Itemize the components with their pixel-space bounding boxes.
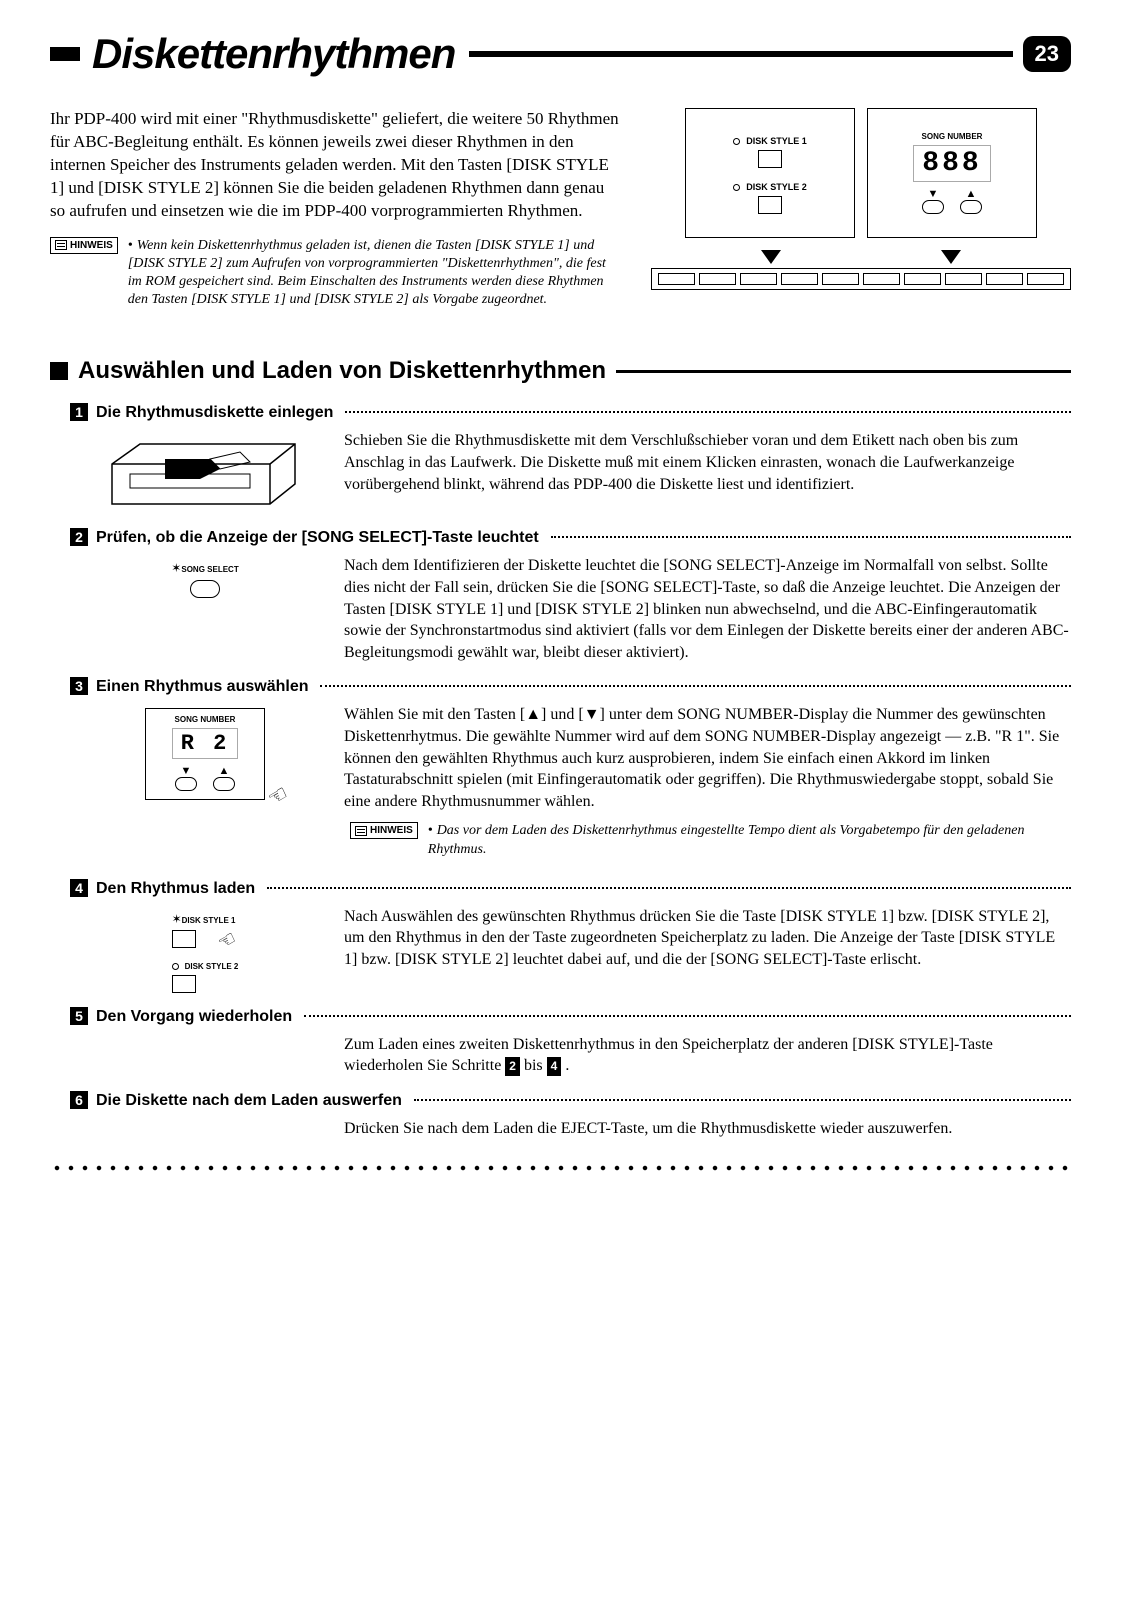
step-2-text: Nach dem Identifizieren der Diskette leu… (344, 555, 1071, 663)
step-number: 6 (70, 1091, 88, 1109)
footer-dots-rule (50, 1164, 1071, 1172)
title-bullet-icon (50, 47, 80, 61)
step-1-header: 1 Die Rhythmusdiskette einlegen (70, 403, 1071, 422)
leader-dots (267, 887, 1071, 889)
down-button-icon (922, 200, 944, 214)
note-badge: HINWEIS (350, 822, 418, 839)
note-badge: HINWEIS (50, 237, 118, 254)
leader-dots (320, 685, 1071, 687)
step-number: 5 (70, 1007, 88, 1025)
down-button-icon (175, 777, 197, 791)
step-number: 3 (70, 677, 88, 695)
step-4-text: Nach Auswählen des gewünschten Rhythmus … (344, 906, 1071, 971)
step-number: 1 (70, 403, 88, 421)
step-3-header: 3 Einen Rhythmus auswählen (70, 677, 1071, 696)
leader-dots (414, 1099, 1071, 1101)
page-title: Diskettenrhythmen (92, 30, 455, 78)
disk-style-2-label: DISK STYLE 2 (746, 182, 807, 192)
down-triangle-icon: ▼ (181, 765, 192, 777)
step-1-text: Schieben Sie die Rhythmusdiskette mit de… (344, 430, 1071, 495)
led-icon (733, 184, 740, 191)
step-3-note-text: •Das vor dem Laden des Diskettenrhythmus… (428, 822, 1071, 858)
up-button-icon (213, 777, 235, 791)
section-rule (616, 370, 1071, 373)
step-6-header: 6 Die Diskette nach dem Laden auswerfen (70, 1091, 1071, 1110)
callout-arrow-icon (941, 250, 961, 264)
song-number-panel-icon: SONG NUMBER R 2 ▼ ▲ ☜ (145, 708, 265, 800)
section-title: Auswählen und Laden von Diskettenrhythme… (78, 357, 606, 385)
step-title: Die Diskette nach dem Laden auswerfen (96, 1092, 402, 1110)
step-title: Prüfen, ob die Anzeige der [SONG SELECT]… (96, 529, 539, 547)
section-bullet-icon (50, 362, 68, 380)
song-select-button-icon: ✶SONG SELECT (171, 559, 238, 598)
disk-drive-icon (110, 434, 300, 514)
step-3-note: HINWEIS •Das vor dem Laden des Disketten… (350, 822, 1071, 858)
step-title: Den Rhythmus laden (96, 880, 255, 898)
song-number-panel: SONG NUMBER 888 ▼ ▲ (867, 108, 1037, 238)
disk-style-2-button-icon (758, 196, 782, 214)
disk-style-1-button-icon (758, 150, 782, 168)
step-number: 2 (70, 528, 88, 546)
step-title: Die Rhythmusdiskette einlegen (96, 404, 333, 422)
page-header: Diskettenrhythmen 23 (50, 30, 1071, 78)
intro-note-text: •Wenn kein Diskettenrhythmus geladen ist… (128, 237, 621, 310)
keyboard-strip-icon (651, 268, 1071, 290)
page-number-badge: 23 (1023, 36, 1071, 72)
leader-dots (551, 536, 1071, 538)
leader-dots (345, 411, 1071, 413)
step-3-text: Wählen Sie mit den Tasten [▲] und [▼] un… (344, 704, 1071, 812)
note-icon (355, 826, 367, 836)
step-title: Den Vorgang wiederholen (96, 1008, 292, 1026)
leader-dots (304, 1015, 1071, 1017)
step-5-header: 5 Den Vorgang wiederholen (70, 1007, 1071, 1026)
display-value: R 2 (172, 728, 239, 759)
device-panel-diagram: DISK STYLE 1 DISK STYLE 2 SONG NUMBER 88… (651, 108, 1071, 290)
title-rule (469, 51, 1012, 57)
up-triangle-icon: ▲ (219, 765, 230, 777)
song-number-display: 888 (913, 145, 990, 182)
note-label: HINWEIS (70, 240, 113, 251)
disk-style-panel: DISK STYLE 1 DISK STYLE 2 (685, 108, 855, 238)
disk-style-buttons-icon: ✶DISK STYLE 1 DISK STYLE 2 ☜ (172, 910, 239, 993)
note-icon (55, 240, 67, 250)
step-4-header: 4 Den Rhythmus laden (70, 879, 1071, 898)
up-triangle-icon: ▲ (966, 188, 977, 200)
callout-arrow-icon (761, 250, 781, 264)
step-2-header: 2 Prüfen, ob die Anzeige der [SONG SELEC… (70, 528, 1071, 547)
disk-style-1-label: DISK STYLE 1 (746, 136, 807, 146)
step-5-text: Zum Laden eines zweiten Diskettenrhythmu… (344, 1034, 1071, 1077)
intro-text: Ihr PDP-400 wird mit einer "Rhythmusdisk… (50, 108, 621, 223)
step-number: 4 (70, 879, 88, 897)
intro-note: HINWEIS •Wenn kein Diskettenrhythmus gel… (50, 237, 621, 310)
song-number-label: SONG NUMBER (922, 132, 983, 141)
pointing-hand-icon: ☜ (263, 780, 293, 812)
section-header: Auswählen und Laden von Diskettenrhythme… (50, 357, 1071, 385)
up-button-icon (960, 200, 982, 214)
down-triangle-icon: ▼ (928, 188, 939, 200)
step-title: Einen Rhythmus auswählen (96, 678, 308, 696)
step-6-text: Drücken Sie nach dem Laden die EJECT-Tas… (344, 1118, 1071, 1140)
led-icon (733, 138, 740, 145)
